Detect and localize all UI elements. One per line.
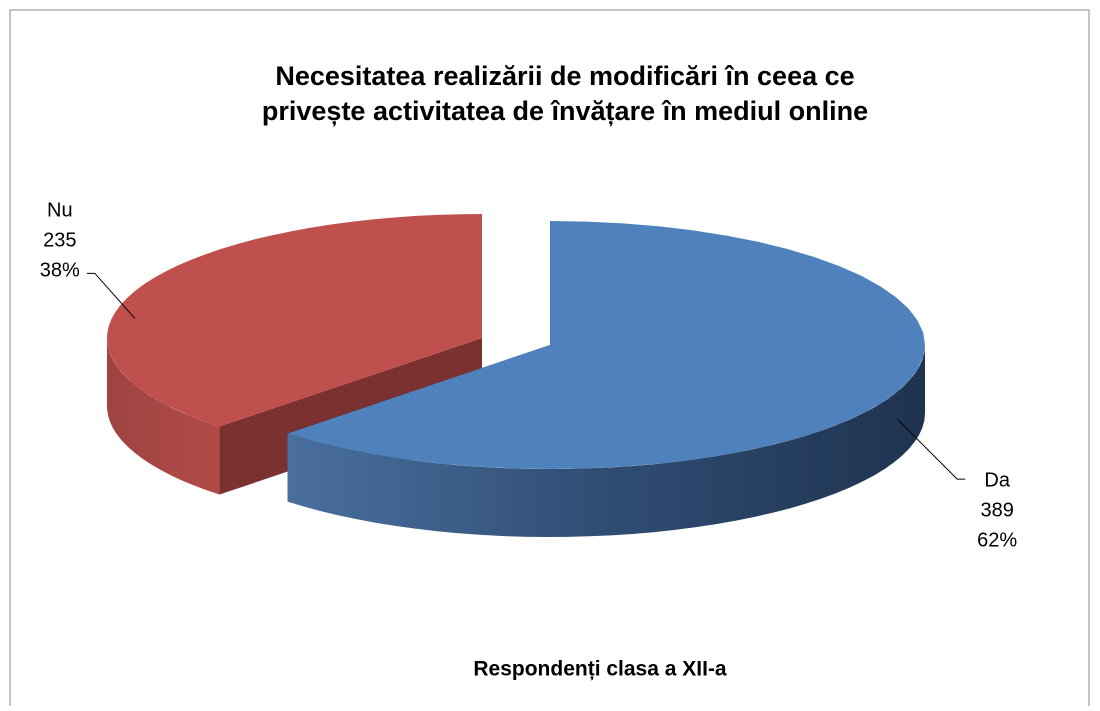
chart-title: Necesitatea realizării de modificări în … (275, 61, 854, 91)
pie: Da 389 62% Nu 235 38% (40, 200, 1018, 552)
pie-slice (287, 221, 925, 469)
leader-line (896, 418, 966, 480)
data-label-category: Da (984, 469, 1010, 491)
leader-line (86, 272, 136, 319)
data-label-value: 235 (43, 230, 76, 252)
chart-title: privește activitatea de învățare în medi… (262, 96, 868, 126)
slice-side (107, 338, 220, 495)
slice-side (287, 345, 925, 537)
chart-subtitle: Respondenți clasa a XII-a (473, 658, 727, 681)
data-label-percent: 38% (40, 260, 80, 282)
data-label-value: 389 (980, 499, 1013, 521)
data-label-percent: 62% (977, 529, 1017, 551)
data-label-category: Nu (47, 200, 73, 222)
pie-slice (107, 214, 482, 427)
